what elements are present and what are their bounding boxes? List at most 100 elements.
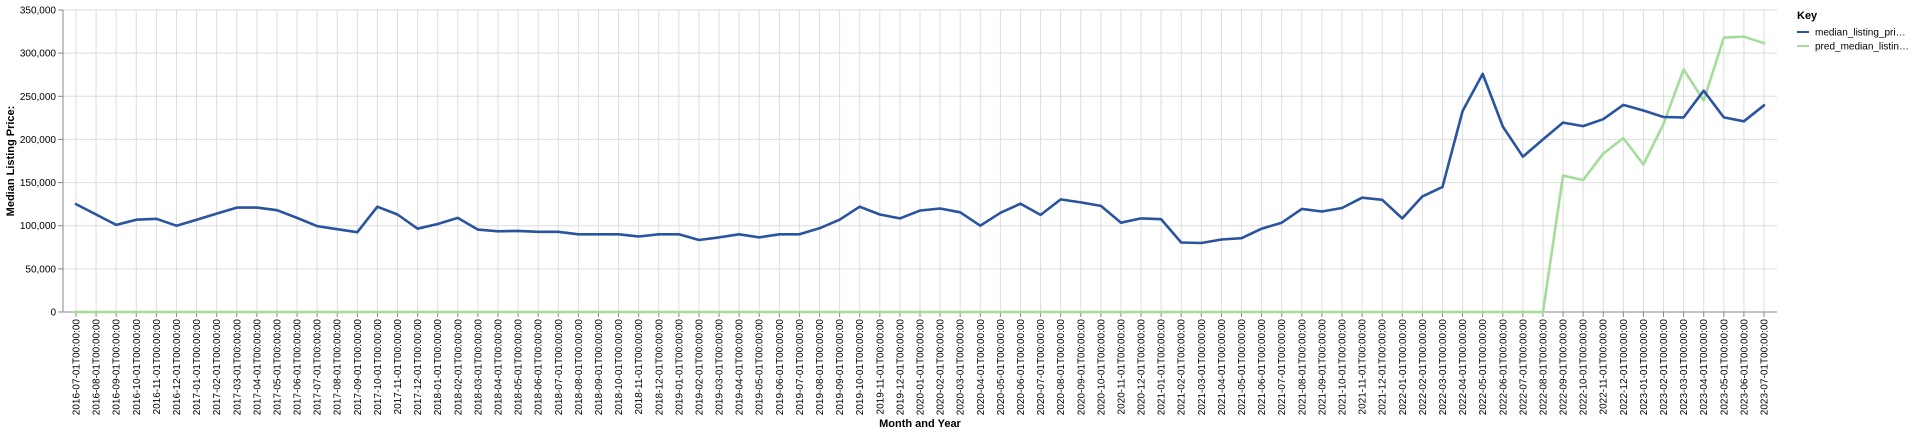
x-tick-label: 2019-06-01T00:00:00 [775, 319, 786, 416]
x-tick-label: 2022-10-01T00:00:00 [1579, 319, 1590, 416]
x-tick-label: 2018-12-01T00:00:00 [654, 319, 665, 416]
y-tick-label: 100,000 [20, 221, 57, 232]
x-tick-label: 2019-04-01T00:00:00 [735, 319, 746, 416]
x-tick-label: 2022-09-01T00:00:00 [1559, 319, 1570, 416]
x-tick-label: 2022-07-01T00:00:00 [1518, 319, 1529, 416]
x-tick-label: 2022-02-01T00:00:00 [1418, 319, 1429, 416]
x-tick-label: 2020-04-01T00:00:00 [976, 319, 987, 416]
x-tick-label: 2021-08-01T00:00:00 [1297, 319, 1308, 416]
legend-label: pred_median_listin… [1815, 42, 1909, 53]
x-tick-label: 2017-08-01T00:00:00 [333, 319, 344, 416]
x-tick-label: 2020-12-01T00:00:00 [1137, 319, 1148, 416]
x-tick-label: 2019-11-01T00:00:00 [875, 319, 886, 415]
x-tick-label: 2019-12-01T00:00:00 [895, 319, 906, 416]
y-tick-label: 0 [50, 308, 56, 319]
y-axis-title: Median Listing Price: [5, 106, 17, 217]
y-tick-label: 150,000 [20, 178, 57, 189]
x-tick-label: 2017-12-01T00:00:00 [413, 319, 424, 416]
x-tick-label: 2018-09-01T00:00:00 [594, 319, 605, 416]
x-tick-label: 2023-02-01T00:00:00 [1659, 319, 1670, 416]
x-tick-label: 2021-06-01T00:00:00 [1257, 319, 1268, 416]
legend-title: Key [1797, 10, 1818, 22]
x-tick-label: 2019-03-01T00:00:00 [715, 319, 726, 416]
x-tick-label: 2022-01-01T00:00:00 [1398, 319, 1409, 416]
x-tick-label: 2020-10-01T00:00:00 [1096, 319, 1107, 416]
x-tick-label: 2020-03-01T00:00:00 [956, 319, 967, 416]
x-tick-label: 2016-12-01T00:00:00 [172, 319, 183, 416]
legend-entries: median_listing_pri… pred_median_listin… [1797, 28, 1909, 53]
x-tick-label: 2021-12-01T00:00:00 [1378, 319, 1389, 416]
x-tick-label: 2023-05-01T00:00:00 [1719, 319, 1730, 416]
x-tick-label: 2017-06-01T00:00:00 [293, 319, 304, 416]
x-tick-label: 2021-05-01T00:00:00 [1237, 319, 1248, 416]
x-tick-label: 2022-04-01T00:00:00 [1458, 319, 1469, 416]
x-tick-label: 2019-07-01T00:00:00 [795, 319, 806, 416]
x-tick-label: 2023-03-01T00:00:00 [1679, 319, 1690, 416]
x-tick-label: 2021-04-01T00:00:00 [1217, 319, 1228, 416]
legend-label: median_listing_pri… [1815, 28, 1906, 39]
x-tick-label: 2020-11-01T00:00:00 [1116, 319, 1127, 415]
x-tick-label: 2019-02-01T00:00:00 [694, 319, 705, 416]
x-tick-label: 2016-09-01T00:00:00 [112, 319, 123, 416]
x-tick-label: 2017-11-01T00:00:00 [393, 319, 404, 415]
x-tick-label: 2017-09-01T00:00:00 [353, 319, 364, 416]
x-tick-label: 2019-05-01T00:00:00 [755, 319, 766, 416]
series-line-median-listing-pri [74, 72, 1766, 245]
x-tick-label: 2021-03-01T00:00:00 [1197, 319, 1208, 416]
x-tick-label: 2021-10-01T00:00:00 [1338, 319, 1349, 416]
x-tick-label: 2023-06-01T00:00:00 [1739, 319, 1750, 416]
x-tick-label: 2017-05-01T00:00:00 [272, 319, 283, 416]
gridlines [63, 9, 1777, 313]
x-tick-label: 2021-02-01T00:00:00 [1177, 319, 1188, 416]
x-tick-label: 2023-07-01T00:00:00 [1760, 319, 1771, 416]
x-tick-label: 2018-11-01T00:00:00 [634, 319, 645, 415]
x-tick-label: 2022-06-01T00:00:00 [1498, 319, 1509, 416]
x-tick-label: 2017-02-01T00:00:00 [212, 319, 223, 416]
x-tick-label: 2016-11-01T00:00:00 [152, 319, 163, 415]
x-tick-label: 2019-08-01T00:00:00 [815, 319, 826, 416]
x-tick-label: 2018-01-01T00:00:00 [433, 319, 444, 416]
x-tick-label: 2017-01-01T00:00:00 [192, 319, 203, 416]
x-tick-label: 2021-09-01T00:00:00 [1317, 319, 1328, 416]
x-tick-label: 2019-09-01T00:00:00 [835, 319, 846, 416]
x-tick-label: 2020-08-01T00:00:00 [1056, 319, 1067, 416]
x-tick-label: 2016-07-01T00:00:00 [72, 319, 83, 416]
x-tick-label: 2021-01-01T00:00:00 [1157, 319, 1168, 416]
x-tick-label: 2017-10-01T00:00:00 [373, 319, 384, 416]
x-tick-label: 2016-08-01T00:00:00 [92, 319, 103, 416]
x-tick-label: 2023-04-01T00:00:00 [1699, 319, 1710, 416]
x-tick-label: 2018-04-01T00:00:00 [494, 319, 505, 416]
x-tick-label: 2020-01-01T00:00:00 [916, 319, 927, 416]
x-tick-label: 2019-01-01T00:00:00 [674, 319, 685, 416]
x-tick-label: 2023-01-01T00:00:00 [1639, 319, 1650, 416]
x-tick-label: 2018-05-01T00:00:00 [514, 319, 525, 416]
axis-labels: 0 50,000 100,000 150,000 200,000 250,000 300,0… [20, 6, 1771, 416]
x-tick-label: 2021-07-01T00:00:00 [1277, 319, 1288, 416]
x-tick-label: 2018-10-01T00:00:00 [614, 319, 625, 416]
x-tick-label: 2018-06-01T00:00:00 [534, 319, 545, 416]
x-tick-label: 2020-07-01T00:00:00 [1036, 319, 1047, 416]
x-tick-label: 2020-05-01T00:00:00 [996, 319, 1007, 416]
axes [58, 9, 1777, 317]
x-tick-label: 2018-03-01T00:00:00 [473, 319, 484, 416]
x-tick-label: 2021-11-01T00:00:00 [1358, 319, 1369, 415]
y-tick-label: 300,000 [20, 49, 57, 60]
y-tick-label: 200,000 [20, 135, 57, 146]
x-tick-label: 2017-04-01T00:00:00 [252, 319, 263, 416]
x-axis-title: Month and Year [879, 418, 961, 430]
x-tick-label: 2022-12-01T00:00:00 [1619, 319, 1630, 416]
x-tick-label: 2022-08-01T00:00:00 [1538, 319, 1549, 416]
x-tick-label: 2018-02-01T00:00:00 [453, 319, 464, 416]
x-tick-label: 2022-11-01T00:00:00 [1599, 319, 1610, 415]
x-tick-label: 2022-05-01T00:00:00 [1478, 319, 1489, 416]
x-tick-label: 2017-07-01T00:00:00 [313, 319, 324, 416]
series-lines [74, 35, 1766, 314]
x-tick-label: 2018-08-01T00:00:00 [574, 319, 585, 416]
y-tick-label: 250,000 [20, 92, 57, 103]
x-tick-label: 2016-10-01T00:00:00 [132, 319, 143, 416]
x-tick-label: 2020-06-01T00:00:00 [1016, 319, 1027, 416]
x-tick-label: 2019-10-01T00:00:00 [855, 319, 866, 416]
x-tick-label: 2020-09-01T00:00:00 [1076, 319, 1087, 416]
